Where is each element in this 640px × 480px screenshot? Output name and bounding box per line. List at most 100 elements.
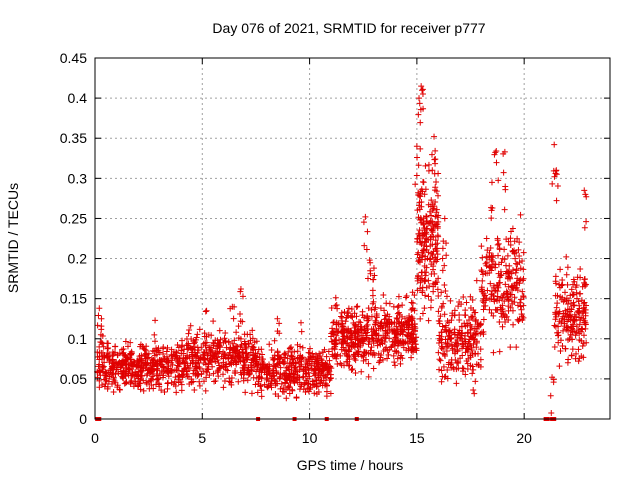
data-point bbox=[153, 372, 160, 379]
data-point bbox=[412, 181, 419, 188]
data-point bbox=[446, 332, 453, 339]
data-point bbox=[443, 293, 450, 300]
data-point bbox=[398, 319, 405, 326]
data-point bbox=[249, 327, 256, 334]
data-point bbox=[110, 366, 117, 373]
data-point bbox=[563, 297, 570, 304]
data-point bbox=[221, 377, 228, 384]
data-point bbox=[214, 354, 221, 361]
data-point bbox=[425, 317, 432, 324]
data-point bbox=[582, 319, 589, 326]
data-point bbox=[569, 346, 576, 353]
data-point bbox=[448, 342, 455, 349]
data-point bbox=[507, 344, 514, 351]
data-point bbox=[469, 296, 476, 303]
data-point bbox=[159, 363, 166, 370]
data-point bbox=[305, 380, 312, 387]
data-point bbox=[513, 344, 520, 351]
data-point bbox=[276, 330, 283, 337]
data-point bbox=[318, 355, 325, 362]
data-point bbox=[311, 390, 318, 397]
data-point bbox=[118, 358, 125, 365]
data-point bbox=[231, 303, 238, 310]
data-point bbox=[140, 364, 147, 371]
data-point bbox=[396, 340, 403, 346]
data-point bbox=[146, 385, 153, 392]
data-point bbox=[148, 375, 155, 382]
data-point bbox=[254, 350, 261, 357]
data-point bbox=[398, 352, 405, 359]
data-point bbox=[345, 305, 352, 312]
data-point bbox=[432, 156, 439, 163]
data-point bbox=[399, 355, 406, 362]
data-point bbox=[496, 348, 503, 355]
data-point bbox=[341, 308, 348, 315]
data-point bbox=[576, 310, 583, 317]
data-point bbox=[272, 391, 279, 398]
data-point bbox=[209, 347, 216, 354]
data-point bbox=[517, 296, 524, 303]
data-point bbox=[472, 331, 479, 338]
data-point bbox=[258, 393, 265, 400]
data-point bbox=[353, 304, 360, 311]
data-point bbox=[554, 300, 561, 307]
data-point bbox=[143, 362, 150, 369]
data-point bbox=[235, 334, 242, 341]
data-point bbox=[556, 284, 563, 291]
data-point bbox=[434, 286, 441, 293]
data-point bbox=[202, 342, 209, 349]
data-point bbox=[462, 345, 469, 352]
data-point bbox=[343, 351, 350, 358]
data-point bbox=[454, 348, 461, 355]
data-point bbox=[268, 347, 275, 354]
data-point bbox=[151, 331, 158, 338]
data-point bbox=[488, 309, 495, 316]
data-point bbox=[571, 328, 578, 335]
data-point bbox=[388, 327, 395, 334]
data-point bbox=[495, 177, 502, 184]
data-point bbox=[365, 360, 372, 367]
data-point bbox=[445, 361, 452, 368]
data-point bbox=[478, 267, 485, 274]
data-point bbox=[391, 330, 398, 337]
data-point bbox=[231, 369, 238, 376]
data-point bbox=[388, 343, 395, 350]
data-point bbox=[575, 309, 582, 316]
data-point bbox=[241, 331, 248, 338]
data-point bbox=[408, 317, 415, 324]
data-point bbox=[506, 262, 513, 269]
data-point bbox=[127, 350, 134, 357]
data-point bbox=[520, 266, 527, 273]
data-point bbox=[138, 352, 145, 359]
data-point bbox=[179, 357, 186, 364]
data-point bbox=[105, 345, 112, 352]
data-point bbox=[505, 269, 512, 276]
x-axis-label: GPS time / hours bbox=[297, 457, 404, 473]
data-point bbox=[123, 364, 130, 371]
data-point bbox=[467, 321, 474, 328]
data-point bbox=[488, 179, 495, 186]
data-point bbox=[381, 307, 388, 314]
data-point bbox=[343, 358, 350, 365]
data-point bbox=[152, 338, 159, 345]
data-point bbox=[102, 369, 109, 376]
data-point bbox=[418, 219, 425, 226]
data-point bbox=[340, 323, 347, 330]
data-point bbox=[467, 293, 474, 300]
data-point bbox=[239, 349, 246, 356]
data-point bbox=[283, 395, 290, 402]
data-point bbox=[165, 379, 172, 386]
data-point bbox=[274, 349, 281, 356]
data-point bbox=[414, 207, 421, 214]
data-point bbox=[483, 262, 490, 269]
data-point bbox=[294, 379, 301, 386]
data-point bbox=[417, 145, 424, 152]
data-point bbox=[164, 359, 171, 366]
data-point bbox=[471, 330, 478, 337]
data-point bbox=[226, 360, 233, 367]
data-point bbox=[320, 377, 327, 384]
data-point bbox=[564, 311, 571, 318]
data-point bbox=[500, 150, 507, 157]
data-point bbox=[370, 325, 377, 332]
data-point bbox=[507, 242, 514, 249]
